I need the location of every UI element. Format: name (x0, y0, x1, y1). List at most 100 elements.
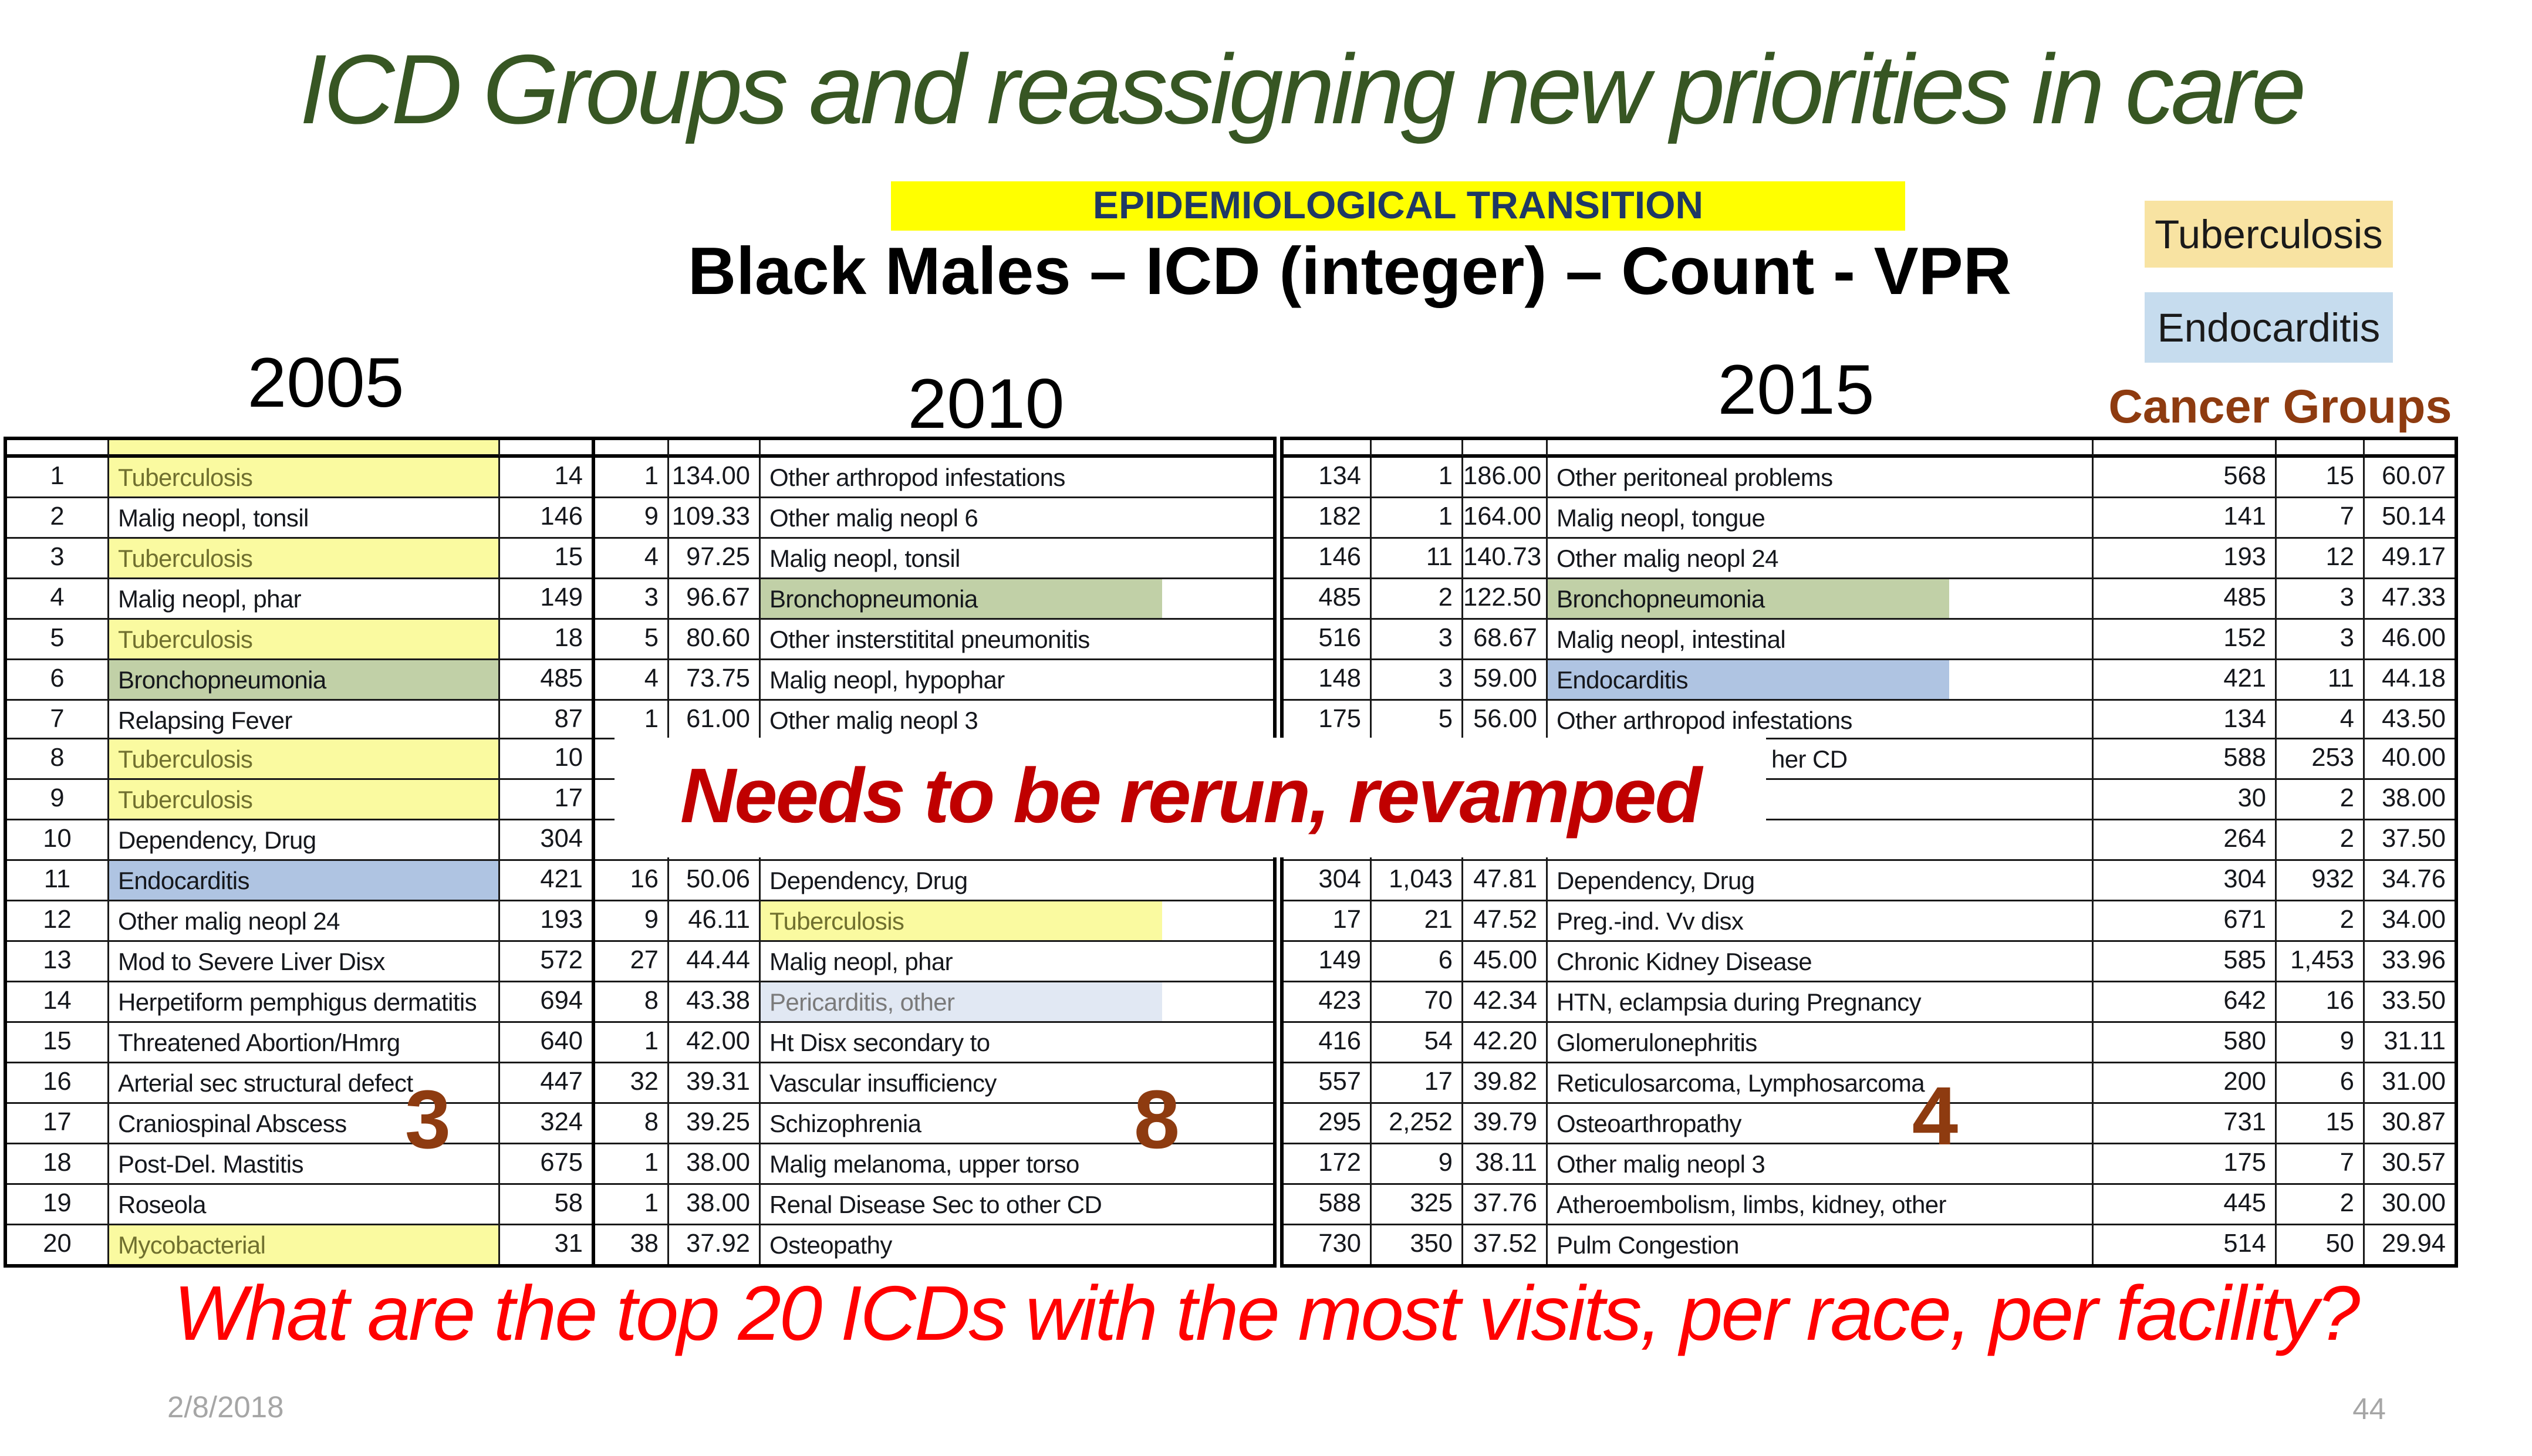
table-row: 416 54 42.20 Glomerulonephritis 580 9 31.11 (1284, 1022, 2455, 1063)
question-text: What are the top 20 ICDs with the most v… (173, 1271, 2360, 1357)
cell-2005-sub: 9 (595, 901, 669, 942)
cell-2015-count: 304 (2094, 861, 2277, 902)
cell-2015-count: 588 (2094, 740, 2277, 781)
cell-2015-name: her CD (1548, 740, 2094, 781)
cell-2015-name: Atheroembolism, limbs, kidney, other (1548, 1184, 2094, 1225)
cell-2015-name (1548, 440, 2094, 458)
cell-2015-vpr: 30.57 (2365, 1144, 2455, 1184)
cell-2015-name: Malig neopl, intestinal (1548, 619, 2094, 660)
table-row: 4 97.25 Malig neopl, tonsil (595, 538, 1273, 579)
cell-rank: 8 (7, 740, 109, 781)
legend-endocarditis: Endocarditis (2145, 292, 2393, 363)
table-row: 3 96.67 Bronchopneumonia (595, 579, 1273, 620)
cell-2010-sub: 2 (1372, 579, 1463, 620)
table-row: 1 38.00 Malig melanoma, upper torso (595, 1144, 1273, 1184)
cell-2015-count: 200 (2094, 1063, 2277, 1104)
cell-2005-sub (595, 440, 669, 458)
table-row: 1 61.00 Other malig neopl 3 (595, 700, 1273, 741)
cell-2010-name (761, 440, 1273, 458)
cell-2015-sub: 7 (2277, 498, 2365, 539)
cell-2005-count: 10 (500, 740, 592, 781)
cell-2010-count: 148 (1284, 659, 1372, 700)
cell-2005-name: Relapsing Fever (109, 700, 500, 741)
cell-rank: 15 (7, 1022, 109, 1063)
cell-2015-vpr: 34.00 (2365, 901, 2455, 942)
cell-2010-name: Renal Disease Sec to other CD (761, 1184, 1273, 1225)
cell-2010-vpr: 47.81 (1463, 861, 1548, 902)
cell-2005-vpr: 80.60 (669, 619, 761, 660)
cell-2010-name: Malig neopl, tonsil (761, 539, 1273, 579)
cell-2010-count: 516 (1284, 619, 1372, 660)
table-row: 5 80.60 Other insterstitital pneumonitis (595, 619, 1273, 660)
cell-2015-count: 568 (2094, 458, 2277, 498)
cell-2010-name: Other insterstitital pneumonitis (761, 619, 1273, 660)
cell-2010-sub: 325 (1372, 1184, 1463, 1225)
cell-2005-count: 421 (500, 862, 592, 902)
overlay-note-box: Needs to be rerun, revamped (615, 738, 1766, 857)
table-row-clipped (595, 440, 1273, 458)
cell-2015-sub: 3 (2277, 619, 2365, 660)
cell-2010-vpr: 186.00 (1463, 458, 1548, 498)
cancer-groups-label: Cancer Groups (2108, 380, 2452, 433)
cell-2005-vpr (669, 440, 761, 458)
table-row: 19 Roseola 58 (7, 1184, 592, 1225)
cell-2005-name: Roseola (109, 1184, 500, 1225)
cell-2015-count: 485 (2094, 579, 2277, 620)
cell-2005-name: Arterial sec structural defect (109, 1063, 500, 1104)
cell-2005-count: 31 (554, 1229, 583, 1258)
cell-2015-sub: 1,453 (2277, 942, 2365, 982)
table-row: 10 Dependency, Drug 304 (7, 820, 592, 862)
cell-2010-name (761, 821, 1273, 862)
cell-2010-vpr: 164.00 (1463, 498, 1548, 539)
cell-2010-vpr: 56.00 (1463, 700, 1548, 741)
cell-rank: 12 (7, 901, 109, 942)
table-row: 516 3 68.67 Malig neopl, intestinal 152 3 46.0… (1284, 619, 2455, 660)
table-row: 13 Mod to Severe Liver Disx 572 (7, 942, 592, 982)
cell-2015-count: 193 (2094, 538, 2277, 579)
cell-2010-sub: 350 (1372, 1224, 1463, 1265)
table-row-clipped (7, 440, 592, 458)
cell-2005-name: Craniospinal Abscess (109, 1103, 500, 1144)
cell-2015-count: 585 (2094, 942, 2277, 982)
table-row: 32 39.31 Vascular insufficiency (595, 1063, 1273, 1104)
cell-2010-count: 588 (1284, 1184, 1372, 1225)
cell-2005-count: 675 (500, 1144, 592, 1184)
cell-2015-sub: 15 (2277, 458, 2365, 498)
cell-2010-name: Osteopathy (769, 1229, 892, 1258)
cell-2015-vpr: 44.18 (2365, 660, 2455, 700)
cell-2010-count: 17 (1284, 901, 1372, 942)
cell-2015-name (1548, 820, 2094, 862)
cell-2015-vpr: 60.07 (2365, 458, 2455, 498)
cell-2015-sub: 16 (2277, 982, 2365, 1023)
cell-2010-vpr: 59.00 (1463, 659, 1548, 700)
cell-2010-sub: 2,252 (1372, 1103, 1463, 1144)
cell-2005-sub: 27 (595, 942, 669, 982)
year-label-2010: 2010 (907, 366, 1065, 444)
cell-2010-count: 730 (1284, 1224, 1372, 1265)
table-row: 9 Tuberculosis 17 (7, 781, 592, 821)
cell-2015-vpr: 50.14 (2365, 498, 2455, 539)
cell-2010-sub: 11 (1372, 538, 1463, 579)
cell-2015-vpr (2365, 440, 2455, 458)
cell-2010-count: 304 (1284, 861, 1372, 902)
cell-2005-vpr: 44.44 (669, 942, 761, 982)
cell-2015-sub: 6 (2277, 1063, 2365, 1104)
cell-rank: 20 (7, 1224, 109, 1265)
year-label-2015: 2015 (1717, 352, 1875, 430)
cell-2010-name: Dependency, Drug (761, 862, 1273, 902)
cell-2015-sub (2277, 440, 2365, 458)
table-row: 148 3 59.00 Endocarditis 421 11 44.18 (1284, 659, 2455, 700)
cell-rank: 6 (7, 659, 109, 700)
cell-2010-vpr: 122.50 (1463, 579, 1548, 620)
cell-2010-name: Schizophrenia (761, 1103, 1273, 1144)
slide-title: ICD Groups and reassigning new prioritie… (299, 33, 2306, 144)
cell-2015-vpr: 30.87 (2365, 1103, 2455, 1144)
table-row: 6 Bronchopneumonia 485 (7, 659, 592, 700)
cell-2005-count: 447 (500, 1063, 592, 1104)
cell-2005-sub: 38 (595, 1224, 669, 1265)
cell-2015-vpr: 40.00 (2365, 740, 2455, 781)
cell-2015-sub: 2 (2277, 781, 2365, 821)
cell-2015-count: 642 (2094, 982, 2277, 1023)
cell-2015-name: Other arthropod infestations (1548, 700, 2094, 741)
annotation-8: 8 (1133, 1072, 1180, 1166)
